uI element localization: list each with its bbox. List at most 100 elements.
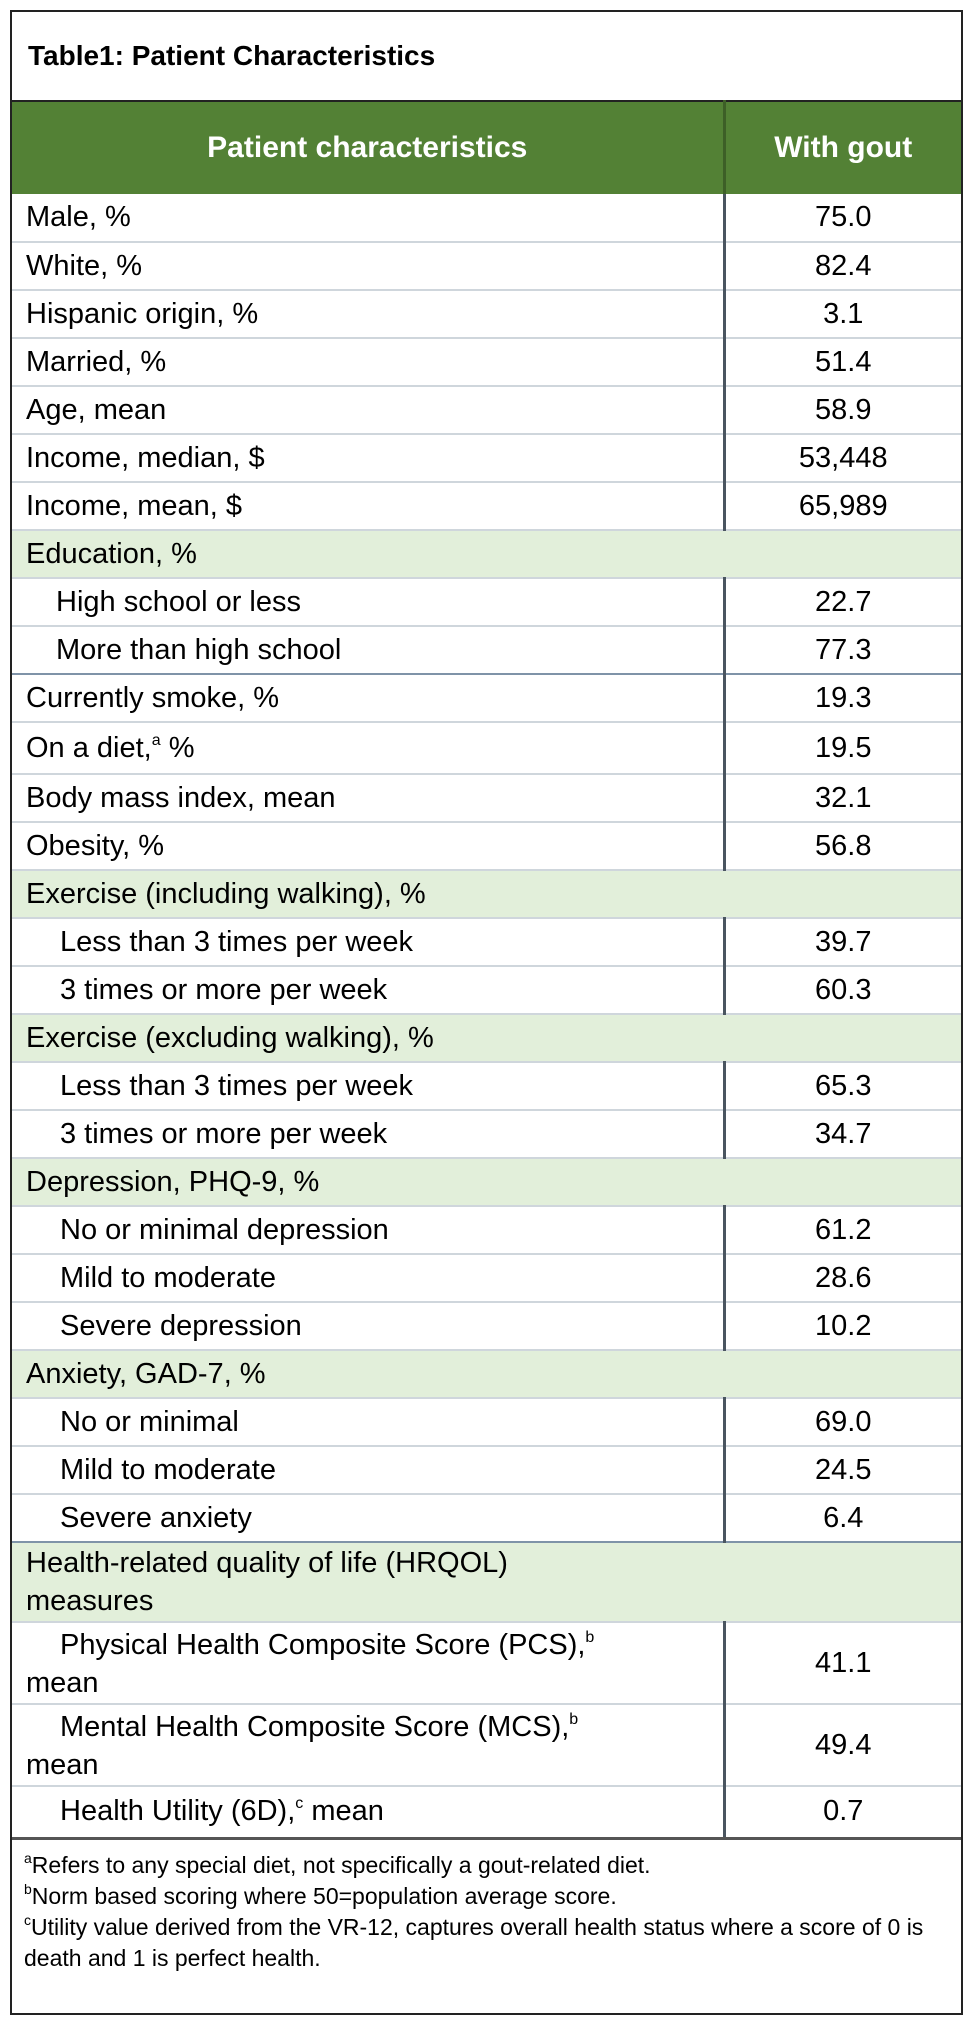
table-row: White, % 82.4 xyxy=(12,242,961,291)
section-row-exercise-excluding: Exercise (excluding walking), % xyxy=(12,1014,961,1063)
row-label: Age, mean xyxy=(12,386,726,435)
row-label-line1: Physical Health Composite Score (PCS), xyxy=(60,1629,586,1661)
table-row: No or minimal 69.0 xyxy=(12,1398,961,1447)
row-label: Married, % xyxy=(12,338,726,387)
table-row: Income, mean, $65,989 xyxy=(12,482,961,531)
table-row: Hispanic origin, % 3.1 xyxy=(12,290,961,339)
table-row: On a diet,a % 19.5 xyxy=(12,722,961,775)
row-label: Male, % xyxy=(12,194,726,243)
footnote-a: aRefers to any special diet, not specifi… xyxy=(24,1850,947,1881)
row-value: 39.7 xyxy=(724,918,961,967)
table-row: 3 times or more per week 34.7 xyxy=(12,1110,961,1159)
table-row: Currently smoke, % 19.3 xyxy=(12,674,961,723)
row-label-suffix: % xyxy=(160,731,195,764)
table-row: Male, % 75.0 xyxy=(12,194,961,243)
row-label: Income, median, $ xyxy=(12,434,726,483)
row-value: 3.1 xyxy=(724,290,961,339)
row-value: 28.6 xyxy=(724,1254,961,1303)
footnote-c: cUtility value derived from the VR-12, c… xyxy=(24,1912,947,1974)
row-value: 6.4 xyxy=(724,1494,961,1543)
footnote-marker: b xyxy=(569,1711,579,1728)
table-row: Less than 3 times per week 39.7 xyxy=(12,918,961,967)
row-value: 53,448 xyxy=(724,434,961,483)
section-label: Depression, PHQ-9, % xyxy=(12,1158,961,1207)
row-label: Mental Health Composite Score (MCS),b mea… xyxy=(12,1704,726,1787)
section-label-line2: measures xyxy=(26,1585,154,1617)
row-value: 22.7 xyxy=(724,578,961,627)
table-row: No or minimal depression 61.2 xyxy=(12,1206,961,1255)
column-header-characteristics: Patient characteristics xyxy=(12,100,726,194)
footnote-marker: a xyxy=(151,731,161,749)
footnote-marker: b xyxy=(24,1880,32,1897)
row-value: 41.1 xyxy=(724,1622,961,1705)
row-label: Less than 3 times per week xyxy=(12,918,726,967)
row-label: Obesity, % xyxy=(12,822,726,871)
table-row: High school or less 22.7 xyxy=(12,578,961,627)
row-value: 56.8 xyxy=(724,822,961,871)
section-label: Exercise (including walking), % xyxy=(12,870,961,919)
row-value: 10.2 xyxy=(724,1302,961,1351)
row-label: Less than 3 times per week xyxy=(12,1062,726,1111)
row-label: Physical Health Composite Score (PCS),b m… xyxy=(12,1622,726,1705)
row-label: Mild to moderate xyxy=(12,1446,726,1495)
table-row: Health Utility (6D),c mean 0.7 xyxy=(12,1786,961,1840)
row-label: High school or less xyxy=(12,578,726,627)
row-label: 3 times or more per week xyxy=(12,966,726,1015)
header-row: Patient characteristics With gout xyxy=(12,100,961,194)
section-row-anxiety: Anxiety, GAD-7, % xyxy=(12,1350,961,1399)
table-row: Income, median, $53,448 xyxy=(12,434,961,483)
row-label: Currently smoke, % xyxy=(12,674,726,723)
section-label: Exercise (excluding walking), % xyxy=(12,1014,961,1063)
row-label: Body mass index, mean xyxy=(12,774,726,823)
row-value: 69.0 xyxy=(724,1398,961,1447)
table-title: Table1: Patient Characteristics xyxy=(28,40,436,71)
table-row: Severe depression 10.2 xyxy=(12,1302,961,1351)
column-header-with-gout: With gout xyxy=(724,100,961,194)
row-value: 0.7 xyxy=(724,1786,961,1840)
row-label-line2: mean xyxy=(26,1749,99,1781)
row-value: 51.4 xyxy=(724,338,961,387)
table-row: Obesity, % 56.8 xyxy=(12,822,961,871)
row-value: 19.5 xyxy=(724,722,961,775)
table-row: Mild to moderate 28.6 xyxy=(12,1254,961,1303)
row-value: 65.3 xyxy=(724,1062,961,1111)
footnote-text: Norm based scoring where 50=population a… xyxy=(31,1882,617,1909)
row-value: 32.1 xyxy=(724,774,961,823)
table-row: Less than 3 times per week 65.3 xyxy=(12,1062,961,1111)
row-label: Health Utility (6D),c mean xyxy=(12,1786,726,1840)
table-row: Physical Health Composite Score (PCS),b m… xyxy=(12,1622,961,1705)
table-row: More than high school 77.3 xyxy=(12,626,961,675)
row-label: Severe depression xyxy=(12,1302,726,1351)
row-label: No or minimal depression xyxy=(12,1206,726,1255)
row-value: 49.4 xyxy=(724,1704,961,1787)
row-label-text: On a diet, xyxy=(26,731,152,764)
table-row: Severe anxiety 6.4 xyxy=(12,1494,961,1543)
footnote-b: bNorm based scoring where 50=population … xyxy=(24,1881,947,1912)
row-label-text: Health Utility (6D), xyxy=(60,1795,296,1828)
table-row: Mild to moderate 24.5 xyxy=(12,1446,961,1495)
footnotes: aRefers to any special diet, not specifi… xyxy=(12,1840,961,1974)
row-value: 65,989 xyxy=(724,482,961,531)
row-value: 60.3 xyxy=(724,966,961,1015)
row-value: 61.2 xyxy=(724,1206,961,1255)
section-row-hrqol: Health-related quality of life (HRQOL) me… xyxy=(12,1542,961,1623)
row-label: Income, mean, $ xyxy=(12,482,726,531)
table-row: Age, mean 58.9 xyxy=(12,386,961,435)
row-label-suffix: mean xyxy=(303,1795,384,1828)
section-label: Anxiety, GAD-7, % xyxy=(12,1350,961,1399)
row-label-line2: mean xyxy=(26,1667,99,1699)
section-label-line1: Health-related quality of life (HRQOL) xyxy=(26,1547,508,1579)
row-value: 77.3 xyxy=(724,626,961,675)
table-row: 3 times or more per week 60.3 xyxy=(12,966,961,1015)
section-label: Education, % xyxy=(12,530,961,579)
table-row: Body mass index, mean 32.1 xyxy=(12,774,961,823)
row-label: White, % xyxy=(12,242,726,291)
footnote-marker: b xyxy=(585,1629,595,1646)
footnote-marker: c xyxy=(24,1911,31,1928)
row-label: On a diet,a % xyxy=(12,722,726,775)
table-row: Mental Health Composite Score (MCS),b mea… xyxy=(12,1704,961,1787)
footnote-text: Utility value derived from the VR-12, ca… xyxy=(24,1913,924,1971)
footnote-text: Refers to any special diet, not specific… xyxy=(31,1851,651,1878)
section-row-depression: Depression, PHQ-9, % xyxy=(12,1158,961,1207)
footnote-marker: a xyxy=(24,1849,32,1866)
